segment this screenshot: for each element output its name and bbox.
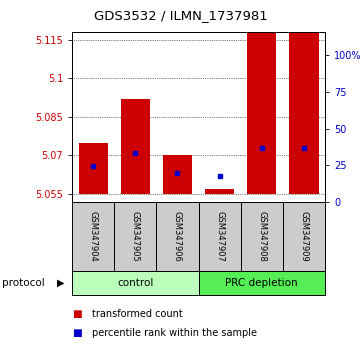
- Text: GSM347904: GSM347904: [89, 211, 98, 262]
- Text: protocol: protocol: [2, 278, 44, 288]
- Text: ■: ■: [72, 309, 82, 319]
- Bar: [283, 202, 325, 271]
- Bar: [72, 202, 114, 271]
- Bar: [205, 189, 234, 194]
- Bar: [241, 202, 283, 271]
- Text: control: control: [117, 278, 153, 288]
- Bar: [121, 99, 150, 194]
- Text: ■: ■: [72, 328, 82, 338]
- Bar: [199, 202, 241, 271]
- Text: ▶: ▶: [57, 278, 64, 288]
- Text: transformed count: transformed count: [92, 309, 183, 319]
- Bar: [289, 16, 318, 194]
- Bar: [199, 271, 325, 295]
- Text: GSM347908: GSM347908: [257, 211, 266, 262]
- Text: GDS3532 / ILMN_1737981: GDS3532 / ILMN_1737981: [93, 9, 268, 22]
- Text: GSM347905: GSM347905: [131, 211, 140, 262]
- Text: GSM347909: GSM347909: [299, 211, 308, 262]
- Text: GSM347907: GSM347907: [215, 211, 224, 262]
- Bar: [72, 271, 199, 295]
- Bar: [156, 202, 199, 271]
- Text: PRC depletion: PRC depletion: [225, 278, 298, 288]
- Bar: [247, 0, 277, 194]
- Bar: [163, 155, 192, 194]
- Bar: [79, 143, 108, 194]
- Bar: [114, 202, 156, 271]
- Text: percentile rank within the sample: percentile rank within the sample: [92, 328, 257, 338]
- Text: GSM347906: GSM347906: [173, 211, 182, 262]
